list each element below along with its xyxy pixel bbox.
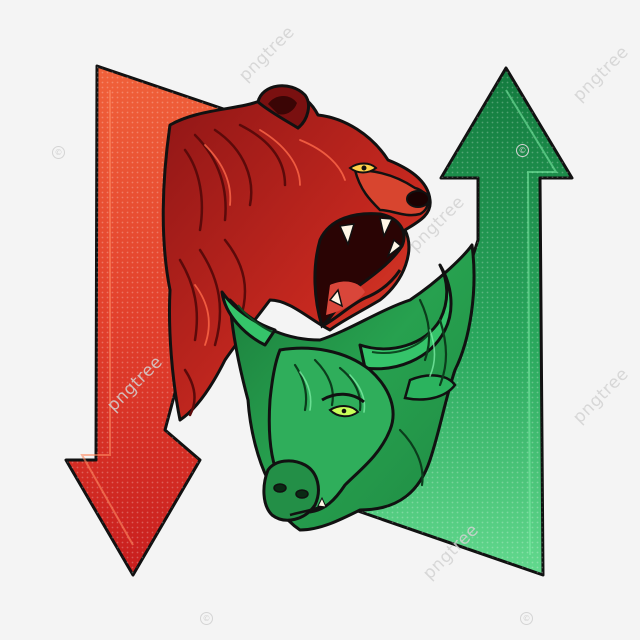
copyright-icon: ©	[52, 146, 65, 159]
copyright-icon: ©	[516, 144, 529, 157]
copyright-icon: ©	[200, 612, 213, 625]
copyright-icon: ©	[520, 612, 533, 625]
bull-head-icon	[220, 243, 476, 532]
bear-head-icon	[161, 84, 432, 422]
